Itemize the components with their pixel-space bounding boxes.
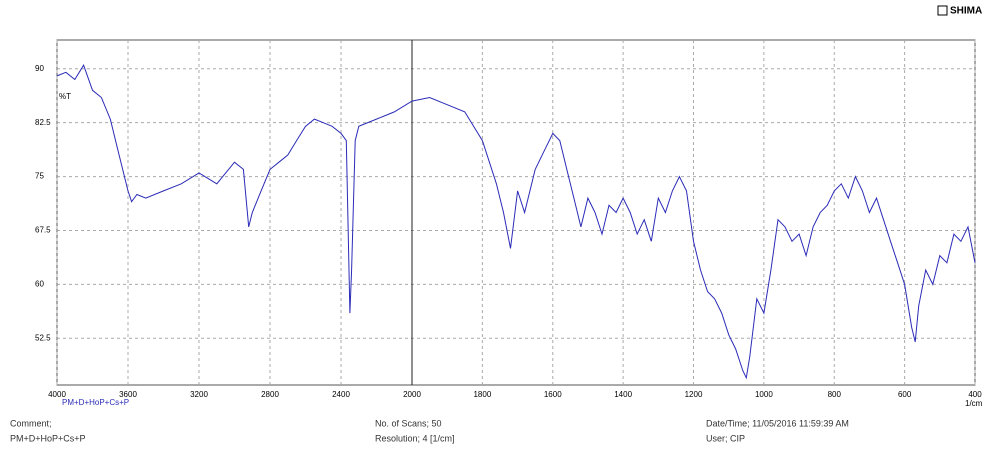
y-tick-label: 90 (35, 64, 44, 73)
x-tick-label: 600 (898, 390, 912, 399)
x-tick-label: 1400 (614, 390, 632, 399)
scans: No. of Scans; 50 (375, 418, 442, 428)
y-tick-label: 82.5 (35, 118, 51, 127)
plot-frame (56, 39, 976, 386)
x-axis-label: 1/cm (965, 399, 982, 408)
y-axis-label: %T (59, 92, 71, 101)
user: User; CIP (706, 433, 745, 443)
x-tick-label: 4000 (48, 390, 66, 399)
logo-icon (937, 5, 948, 16)
y-tick-label: 67.5 (35, 226, 51, 235)
legend-entry: PM+D+HoP+Cs+P (62, 398, 129, 407)
x-tick-label: 3200 (190, 390, 208, 399)
logo: SHIMADZU (950, 6, 982, 17)
resolution: Resolution; 4 [1/cm] (375, 433, 455, 443)
x-tick-label: 1800 (473, 390, 491, 399)
x-tick-label: 2800 (261, 390, 279, 399)
x-tick-label: 2000 (403, 390, 421, 399)
x-tick-label: 1600 (544, 390, 562, 399)
x-tick-label: 3600 (119, 390, 137, 399)
x-tick-label: 2400 (332, 390, 350, 399)
datetime: Date/Time; 11/05/2016 11:59:39 AM (706, 418, 849, 428)
y-tick-label: 60 (35, 279, 44, 288)
x-tick-label: 1000 (755, 390, 773, 399)
spectrum-line (56, 64, 976, 380)
y-tick-label: 75 (35, 172, 44, 181)
comment-label: Comment; (10, 418, 52, 428)
x-tick-label: 400 (968, 390, 982, 399)
y-tick-label: 52.5 (35, 333, 51, 342)
comment: PM+D+HoP+Cs+P (10, 433, 86, 443)
x-tick-label: 800 (828, 390, 842, 399)
x-tick-label: 1200 (685, 390, 703, 399)
